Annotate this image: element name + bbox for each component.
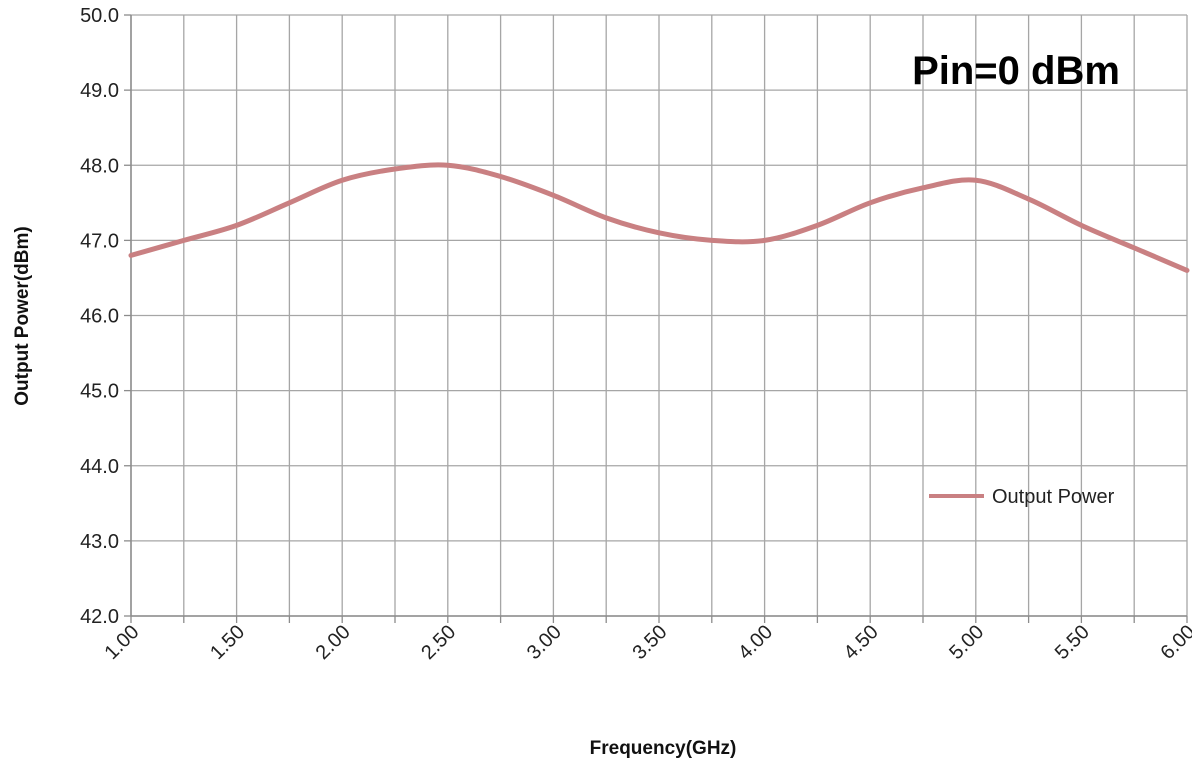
x-tick-label: 4.50 xyxy=(840,621,883,664)
y-tick-label: 47.0 xyxy=(80,230,119,252)
chart-annotation: Pin=0 dBm xyxy=(912,49,1120,93)
x-tick-label: 1.50 xyxy=(206,621,249,664)
chart-axes xyxy=(124,14,1188,623)
y-tick-labels: 42.0 43.0 44.0 45.0 46.0 47.0 48.0 49.0 50.0 xyxy=(80,5,119,628)
y-tick-label: 45.0 xyxy=(80,381,119,403)
y-tick-label: 48.0 xyxy=(80,155,119,177)
y-tick-label: 46.0 xyxy=(80,306,119,328)
x-tick-label: 5.50 xyxy=(1051,621,1094,664)
y-tick-label: 43.0 xyxy=(80,531,119,553)
x-tick-label: 2.50 xyxy=(417,621,460,664)
series-layer xyxy=(128,162,1190,273)
x-tick-label: 4.00 xyxy=(734,621,777,664)
chart-grid xyxy=(130,14,1188,617)
y-tick-label: 50.0 xyxy=(80,5,119,27)
x-tick-label: 2.00 xyxy=(312,621,355,664)
y-tick-label: 42.0 xyxy=(80,606,119,628)
series-line-output-power xyxy=(128,162,1190,273)
legend: Output Power xyxy=(929,486,1115,508)
x-tick-label: 3.00 xyxy=(523,621,566,664)
y-tick-label: 49.0 xyxy=(80,80,119,102)
x-tick-labels: 1.00 1.50 2.00 2.50 3.00 3.50 4.00 4.50 5.00 5.50… xyxy=(100,621,1192,664)
x-tick-label: 3.50 xyxy=(628,621,671,664)
x-tick-label: 6.00 xyxy=(1156,621,1192,664)
x-axis-title: Frequency(GHz) xyxy=(590,738,737,759)
legend-label-output-power: Output Power xyxy=(992,486,1115,508)
y-axis-title: Output Power(dBm) xyxy=(12,226,33,405)
x-tick-label: 5.00 xyxy=(945,621,988,664)
y-tick-label: 44.0 xyxy=(80,456,119,478)
